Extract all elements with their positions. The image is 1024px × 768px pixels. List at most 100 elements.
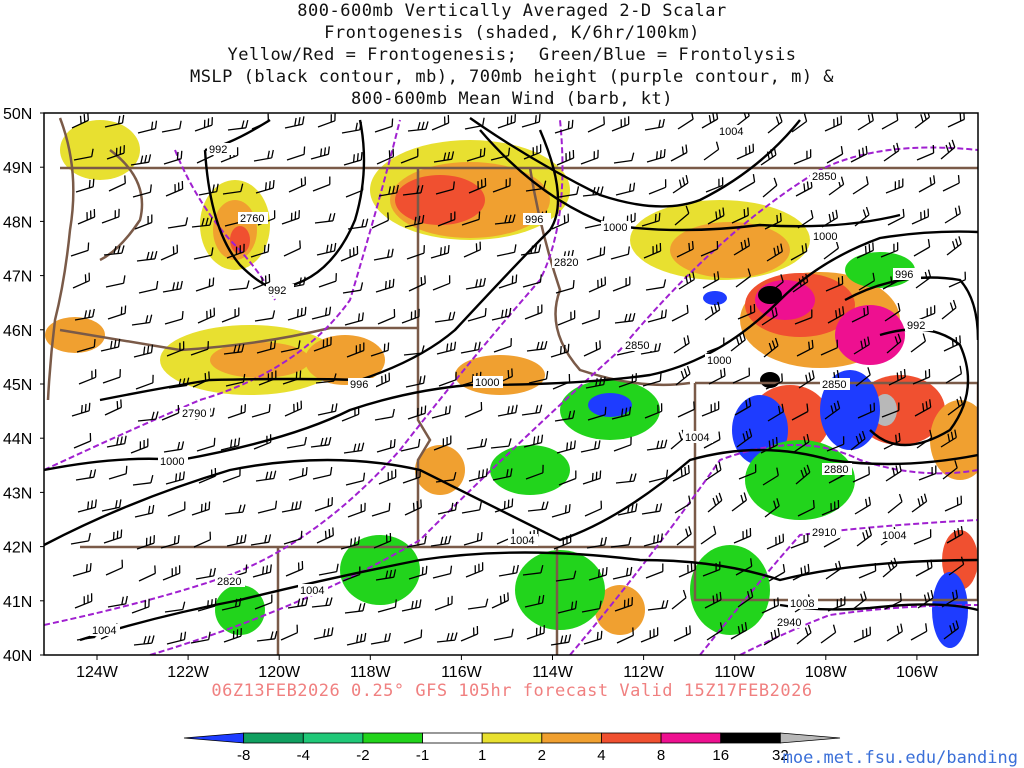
wind-barb xyxy=(346,342,365,358)
wind-barb xyxy=(374,408,395,421)
legend-tick-label: 8 xyxy=(657,747,665,764)
wind-barb xyxy=(942,460,958,480)
wind-barb xyxy=(286,436,307,449)
wind-barb xyxy=(371,212,389,229)
legend-swatch xyxy=(302,732,364,744)
wind-barb xyxy=(283,530,303,545)
wind-barb xyxy=(525,180,547,192)
wind-barb xyxy=(252,273,271,290)
wind-barb xyxy=(467,308,487,322)
wind-barb xyxy=(648,469,669,483)
wind-barb xyxy=(883,432,901,450)
wind-barb xyxy=(613,152,635,164)
wind-barb xyxy=(131,314,153,326)
wind-barb xyxy=(941,589,959,608)
wind-barb xyxy=(311,306,332,320)
wind-barb xyxy=(880,242,899,258)
wind-barb xyxy=(768,564,786,582)
wind-barb xyxy=(671,589,687,610)
wind-barb xyxy=(644,118,665,131)
wind-barb xyxy=(797,500,815,517)
wind-barb xyxy=(378,469,397,485)
legend-swatch xyxy=(601,732,662,744)
wind-barb xyxy=(580,440,601,453)
wind-barbs xyxy=(70,113,967,646)
wind-barb xyxy=(284,116,305,129)
wind-barb xyxy=(312,176,331,192)
wind-barb xyxy=(191,217,213,228)
wind-barb xyxy=(760,437,778,454)
wind-barb xyxy=(707,492,723,513)
wind-barb xyxy=(70,242,90,257)
latitude-label: 47N xyxy=(3,269,32,286)
legend-tick-label: -8 xyxy=(237,747,250,764)
wind-barb xyxy=(72,563,92,577)
wind-barb xyxy=(855,367,871,387)
wind-barb xyxy=(944,495,963,512)
wind-barb xyxy=(617,503,638,516)
wind-barb xyxy=(137,120,158,134)
wind-barb xyxy=(555,280,575,294)
wind-barb xyxy=(342,282,364,294)
wind-barb xyxy=(226,534,247,547)
fg-area-yellowstone-core xyxy=(760,372,780,388)
wind-barb xyxy=(707,207,725,225)
wind-barb xyxy=(854,496,872,515)
wind-barb xyxy=(465,562,484,578)
wind-barb xyxy=(432,565,453,579)
wind-barb xyxy=(791,113,808,133)
wind-barb xyxy=(735,558,753,576)
wind-barb xyxy=(644,403,663,419)
wind-barb xyxy=(75,178,95,193)
wind-barb xyxy=(610,536,632,548)
wind-barb xyxy=(735,268,752,288)
wind-barb xyxy=(73,432,92,449)
wind-barb xyxy=(703,431,721,449)
title-line-5: 800-600mb Mean Wind (barb, kt) xyxy=(350,89,674,109)
wind-barb xyxy=(738,464,757,480)
wind-barb xyxy=(916,429,933,449)
title-line-4: MSLP (black contour, mb), 700mb height (… xyxy=(189,67,835,87)
wind-barb xyxy=(911,208,930,225)
wind-barb xyxy=(462,371,482,386)
wind-barb xyxy=(550,343,570,358)
wind-barb xyxy=(854,206,870,227)
wind-barb xyxy=(314,497,333,512)
wind-barb xyxy=(371,502,391,517)
mslp-1000 xyxy=(44,230,978,472)
wind-barb xyxy=(827,306,845,324)
wind-barb xyxy=(198,183,219,196)
wind-barb xyxy=(826,436,845,452)
wind-barb xyxy=(254,594,273,610)
wind-barb xyxy=(402,469,421,484)
wind-barb xyxy=(168,377,190,389)
wind-barb xyxy=(103,529,123,544)
wind-barb xyxy=(494,214,516,225)
forecast-valid-time: 06Z13FEB2026 0.25° GFS 105hr forecast Va… xyxy=(211,681,813,701)
wind-barb xyxy=(885,178,904,194)
wind-barb xyxy=(676,241,694,258)
wind-barb xyxy=(138,280,159,294)
height-label: 2850 xyxy=(822,379,846,391)
wind-barb xyxy=(163,150,183,165)
wind-barb xyxy=(522,564,544,576)
mslp-label: 996 xyxy=(895,269,913,281)
wind-barb xyxy=(648,179,667,195)
wind-barb xyxy=(75,469,97,481)
height-2880 xyxy=(569,444,978,655)
wind-barb xyxy=(258,370,277,386)
wind-barb xyxy=(167,501,186,517)
color-legend: -8 -4 -2 -1 1 2 4 8 16 32 xyxy=(183,732,841,764)
wind-barb xyxy=(677,113,694,130)
wind-barb xyxy=(437,211,456,227)
wind-barb xyxy=(858,562,877,579)
wind-barb xyxy=(130,154,152,166)
wind-barb xyxy=(105,275,126,288)
wind-barb xyxy=(438,371,457,387)
wind-barb xyxy=(370,632,391,645)
wind-barb xyxy=(407,405,427,420)
fg-area-puget-core2 xyxy=(230,226,250,254)
wind-barb xyxy=(640,627,659,643)
wind-barb xyxy=(340,245,359,262)
wind-barb xyxy=(131,598,150,614)
